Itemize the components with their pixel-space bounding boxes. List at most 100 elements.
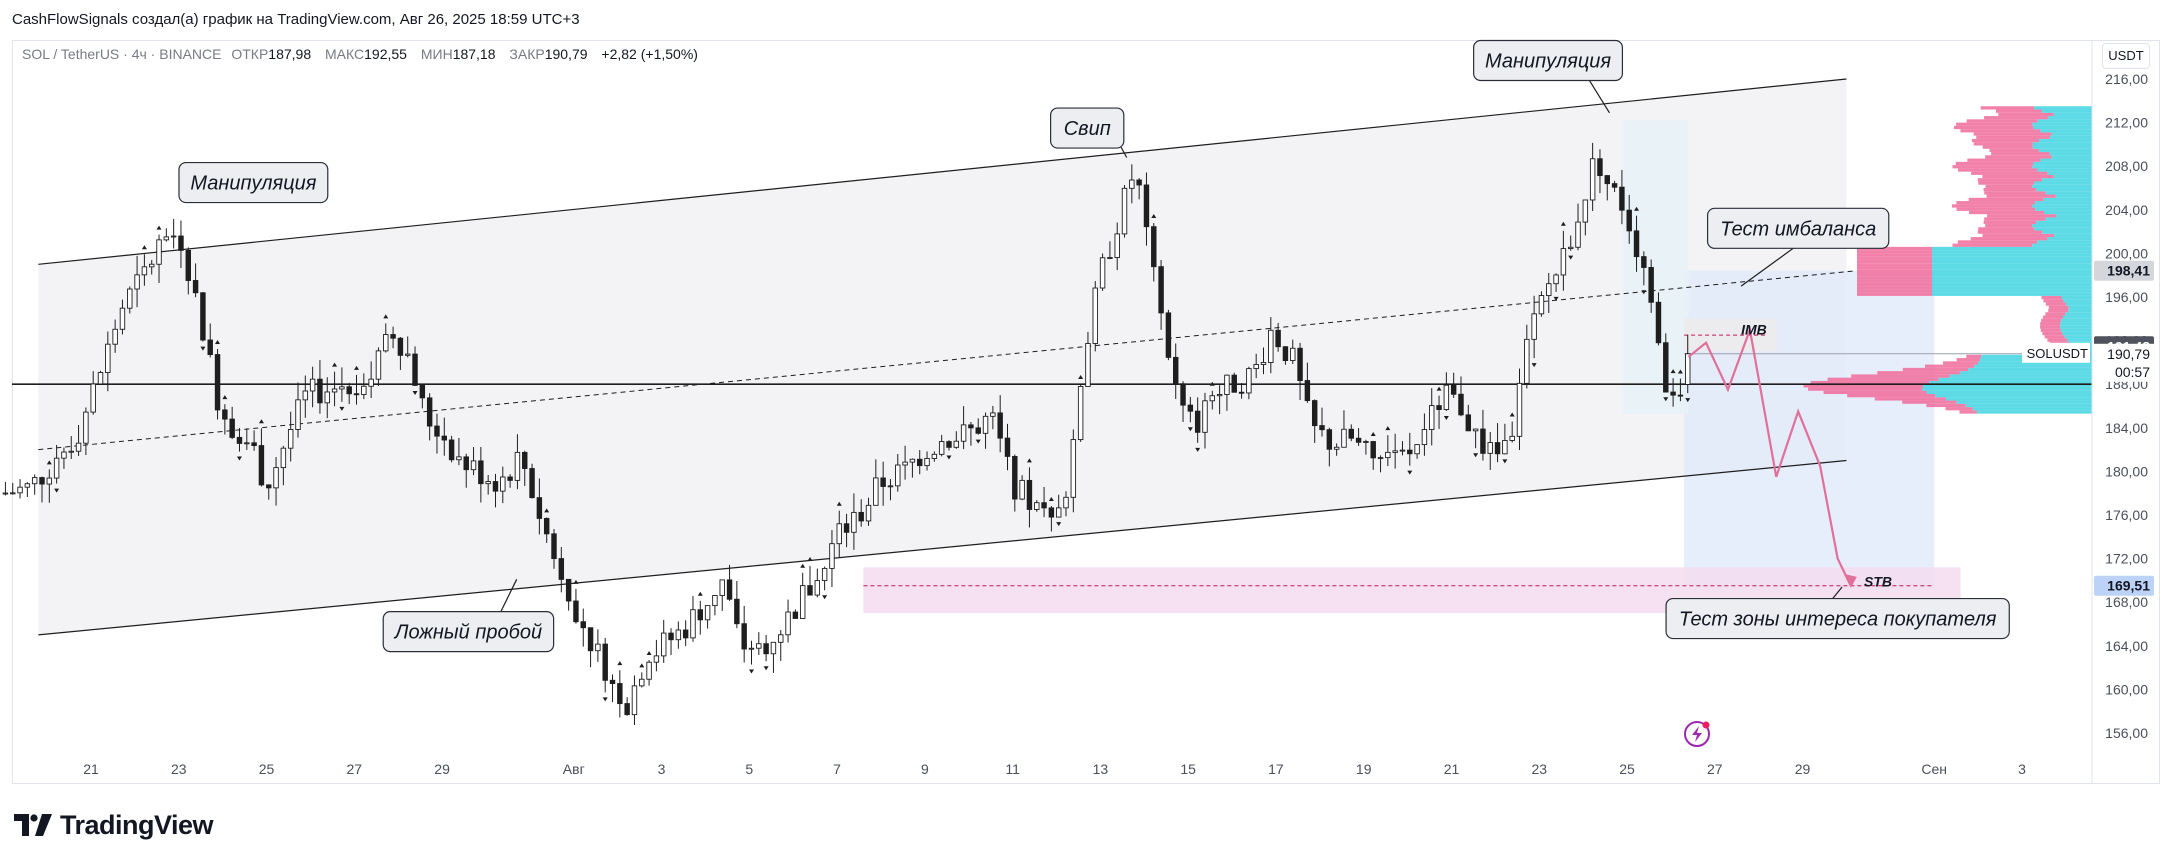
last-price-value: 190,79 [2107,346,2150,362]
fractal-marker [617,661,623,666]
volume-bin-pink [1857,273,1932,277]
volume-bin-pink [1847,394,1936,398]
volume-bin-cyan [1932,246,2092,251]
legend-low-value: 187,18 [452,46,496,62]
candle-body [609,679,616,684]
candle-body [492,481,499,492]
currency-button[interactable]: USDT [2102,43,2150,69]
fractal-marker [1436,386,1442,391]
candle-body [1092,287,1098,344]
time-tick-label: 25 [1619,761,1635,777]
candle-body [412,353,418,386]
fractal-marker [1553,296,1559,301]
volume-bin-pink [1984,116,2048,120]
annotation-label: Ложный пробой [393,622,542,644]
price-tick-label: 212,00 [2105,115,2148,131]
volume-bin-cyan [2037,119,2092,123]
fractal-marker [544,508,550,513]
candle-body [426,397,433,427]
lightning-icon-glyph [1692,726,1702,742]
candle-body [1238,391,1245,394]
chart-attribution: CashFlowSignals создал(а) график на Trad… [12,11,580,28]
candle-body [1487,442,1493,454]
volume-bin-pink [2044,335,2065,339]
volume-bin-pink [1985,184,2033,188]
volume-bin-cyan [2047,237,2092,241]
candle-body [1531,313,1537,340]
legend-close-label: ЗАКР [509,46,545,62]
candle-body [982,415,989,434]
volume-bin-cyan [2061,318,2092,323]
time-tick-label: 21 [1444,761,1460,777]
candle-body [361,385,367,395]
volume-bin-pink [1902,400,1957,404]
candle-body [1560,248,1567,276]
fractal-marker [1560,221,1566,226]
candle-body [734,598,740,625]
fractal-marker [1473,453,1479,458]
chart-frame[interactable] [12,40,2160,784]
candle-body [660,632,667,657]
volume-bin-cyan [1977,361,2092,365]
volume-bin-pink [2047,338,2068,342]
volume-bin-pink [1984,217,2046,221]
volume-bin-cyan [1972,407,2092,411]
fractal-marker [800,563,806,568]
volume-bin-cyan [2032,184,2092,188]
volume-bin-pink [1877,371,1960,375]
legend-high-value: 192,55 [364,46,407,62]
candle-body [1480,428,1486,454]
candle-body [873,477,879,506]
candle-body [990,412,996,417]
volume-bin-cyan [1959,371,2092,375]
candle-body [105,343,111,373]
candle-body [1194,410,1201,433]
candle-body [1143,184,1150,228]
trend-lines-layer [12,78,2092,636]
time-tick-label: 23 [171,761,187,777]
candle-body [1516,382,1523,437]
time-tick-label: 17 [1268,761,1284,777]
annotation-pointer [1740,244,1799,287]
volume-bin-pink [1952,243,2033,247]
volume-bin-cyan [2043,197,2092,202]
volume-bin-cyan [2047,171,2092,175]
fractal-marker [1370,431,1376,436]
candle-body [1077,385,1084,441]
volume-bin-pink [1982,145,2033,149]
volume-bin-cyan [2036,220,2092,224]
candle-body [46,477,53,485]
candle-body [1275,329,1281,348]
candle-body [682,629,689,639]
volume-bin-cyan [2042,230,2092,234]
tradingview-logo[interactable]: TradingView [14,805,214,845]
fractal-marker [339,406,345,411]
volume-bin-cyan [1929,380,2092,385]
legend-change: +2,82 (+1,50%) [601,46,698,62]
price-tick-label: 200,00 [2105,245,2148,261]
candle-body [1450,384,1457,395]
candle-body [529,468,535,499]
price-tick-label: 164,00 [2105,638,2148,654]
candle-body [1421,429,1428,446]
volume-bin-pink [1982,233,2055,238]
candle-body [1524,338,1530,384]
candle-body [258,445,265,486]
candle-body [478,460,484,485]
candle-body [514,451,521,481]
candle-body [1026,479,1033,510]
candle-body [53,457,60,479]
candle-body [690,609,696,639]
price-tick-label: 172,00 [2105,551,2148,567]
volume-bin-cyan [2047,116,2092,120]
candle-body [807,585,813,596]
candle-body [1063,496,1069,509]
candle-body [1114,233,1120,258]
volume-bin-pink [1857,266,1932,270]
candle-body [302,390,309,401]
fractal-marker [222,395,228,400]
volume-bin-pink [1956,122,2033,126]
volume-bin-pink [1971,138,2040,143]
volume-bin-cyan [1932,259,2092,264]
